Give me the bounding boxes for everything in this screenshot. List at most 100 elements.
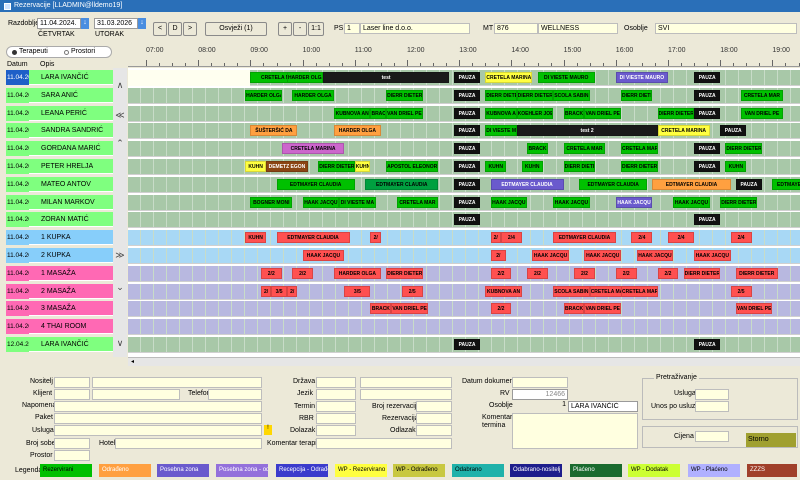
broj-sobe-input[interactable] xyxy=(54,438,90,449)
zoom-out-button[interactable]: - xyxy=(293,22,307,36)
resource-row-date[interactable]: 11.04.2024. xyxy=(6,212,29,228)
appointment-block[interactable]: PAUZA xyxy=(720,125,747,137)
scroll-down-icon[interactable]: ∨ xyxy=(116,338,124,348)
resource-row-name[interactable]: 2 KUPKA xyxy=(29,248,113,263)
drzava-name-input[interactable] xyxy=(360,377,452,388)
appointment-block[interactable]: DIERR DIETER xyxy=(657,107,695,119)
appointment-block[interactable]: CRETELA MARINA xyxy=(485,72,533,83)
appointment-block[interactable]: HARDER OLGA xyxy=(333,125,381,137)
nositelj-code-input[interactable] xyxy=(54,377,90,388)
appointment-block[interactable]: PAUZA xyxy=(453,72,481,83)
appointment-block[interactable]: KOEHLER JOE xyxy=(516,107,554,119)
appointment-block[interactable]: 2/4 xyxy=(500,232,522,244)
schedule-row[interactable] xyxy=(128,230,800,247)
ps-name-input[interactable]: Laser line d.o.o. xyxy=(360,23,470,34)
appointment-block[interactable]: HAAK JACQU xyxy=(584,250,621,261)
mt-name-input[interactable]: WELLNESS xyxy=(538,23,618,34)
prostori-radio[interactable] xyxy=(64,50,69,55)
appointment-block[interactable]: CRETELA MAR xyxy=(396,196,439,208)
appointment-block[interactable]: HAAK JACQU xyxy=(302,196,340,208)
appointment-block[interactable]: KUHN xyxy=(245,232,267,244)
appointment-block[interactable]: BOGNER MONI xyxy=(250,196,293,208)
osoblje-name-input[interactable]: LARA IVANČIĆ xyxy=(568,401,638,412)
resource-row-name[interactable]: SANDRA SANDRIĆ xyxy=(29,123,113,139)
resource-row-date[interactable]: 11.04.2024. xyxy=(6,283,29,299)
resource-row-name[interactable]: GORDANA MARIĆ xyxy=(29,141,113,157)
appointment-block[interactable]: EDTMAYER CLAUDIA xyxy=(365,178,439,190)
appointment-block[interactable]: VAN DRIEL PE xyxy=(741,107,783,119)
resource-row-name[interactable]: MILAN MARKOV xyxy=(29,194,113,210)
resource-row-date[interactable]: 11.04.2024. xyxy=(6,265,29,281)
appointment-block[interactable]: 2/ xyxy=(286,285,298,297)
appointment-block[interactable]: PAUZA xyxy=(735,178,762,190)
resource-row-date[interactable]: 11.04.2024. xyxy=(6,123,29,139)
appointment-block[interactable]: ŠUŠTERŠIĆ DA xyxy=(250,125,298,137)
komentar-terapije-input[interactable] xyxy=(316,438,452,449)
appointment-block[interactable]: HARDER OLGA xyxy=(245,89,282,101)
appointment-block[interactable]: DI VIESTE MAURO xyxy=(537,72,595,83)
appointment-block[interactable]: test 2 xyxy=(516,125,658,137)
appointment-block[interactable]: DIERR DIETER xyxy=(621,89,653,101)
schedule-row[interactable] xyxy=(128,301,800,318)
date-from-input[interactable]: 11.04.2024. xyxy=(37,18,81,29)
appointment-block[interactable]: PAUZA xyxy=(453,196,481,208)
resource-row-date[interactable]: 11.04.2024. xyxy=(6,87,29,103)
broj-rezervacije-input[interactable] xyxy=(416,401,452,412)
appointment-block[interactable]: DIERR DIETER xyxy=(621,161,658,172)
resource-row-date[interactable]: 11.04.2024. xyxy=(6,105,29,121)
terapeuti-radio[interactable] xyxy=(12,50,17,55)
resource-row-name[interactable]: SARA ANIĆ xyxy=(29,87,113,103)
appointment-block[interactable]: DIERR DIETER xyxy=(516,89,554,101)
appointment-block[interactable]: 2/5 xyxy=(730,285,752,297)
next-button[interactable]: > xyxy=(183,22,197,36)
klijent-name-input[interactable] xyxy=(92,389,180,400)
appointment-block[interactable]: 2/ xyxy=(260,285,272,297)
scroll-bottom-icon[interactable]: ⌄ xyxy=(116,282,124,292)
appointment-block[interactable]: 2/2 xyxy=(490,267,512,279)
resource-row-name[interactable]: LARA IVANČIĆ xyxy=(29,337,113,352)
schedule-grid[interactable]: CRETELA MAR HARDER OLGA test PAUZA CRETELA M… xyxy=(128,68,800,357)
day-button[interactable]: D xyxy=(168,22,182,36)
appointment-block[interactable]: EDTMAYER CLAUDIA xyxy=(652,178,731,190)
appointment-block[interactable]: DIERR DIETER xyxy=(386,89,423,101)
scroll-up-icon[interactable]: ∧ xyxy=(116,80,124,90)
resource-row-name[interactable]: 2 MASAŽA xyxy=(29,283,113,299)
appointment-block[interactable]: DIERR DIETER xyxy=(563,161,595,172)
appointment-block[interactable]: 2/2 xyxy=(490,303,512,315)
appointment-block[interactable]: KUBNOVA AN xyxy=(333,107,371,119)
appointment-block[interactable]: DI VIESTE MAURO xyxy=(615,72,668,83)
prostor-input[interactable] xyxy=(54,450,90,461)
unos-po-usluzi-input[interactable] xyxy=(695,401,729,412)
appointment-block[interactable]: 2/5 xyxy=(401,285,423,297)
resource-row-date[interactable]: 11.04.2024. xyxy=(6,70,29,85)
date-to-picker-button[interactable]: ↓ xyxy=(138,18,146,29)
appointment-block[interactable]: EDTMAYER CLAUDIA xyxy=(276,178,355,190)
appointment-block[interactable]: KUHN xyxy=(354,161,371,172)
appointment-block[interactable]: PAUZA xyxy=(453,143,481,155)
datum-dokumenta-input[interactable] xyxy=(512,377,568,388)
appointment-block[interactable]: VAN DRIEL PE xyxy=(584,107,621,119)
schedule-row[interactable] xyxy=(128,248,800,264)
date-to-input[interactable]: 31.03.2026 xyxy=(94,18,138,29)
scroll-top-icon[interactable]: ⌃ xyxy=(116,138,124,148)
resource-row-date[interactable]: 11.04.2024. xyxy=(6,319,29,335)
appointment-block[interactable]: PAUZA xyxy=(694,107,721,119)
jezik-code-input[interactable] xyxy=(316,389,356,400)
appointment-block[interactable]: 3/5 xyxy=(271,285,287,297)
appointment-block[interactable]: PAUZA xyxy=(694,72,721,83)
appointment-block[interactable]: KUHN xyxy=(245,161,267,172)
appointment-block[interactable]: DIERR DIETER xyxy=(318,161,355,172)
appointment-block[interactable]: PAUZA xyxy=(453,178,481,190)
appointment-block[interactable]: HAAK JACQU xyxy=(532,250,569,261)
rbr-input[interactable] xyxy=(316,413,356,424)
appointment-block[interactable]: VAN DRIEL PE xyxy=(386,107,423,119)
zoom-in-button[interactable]: + xyxy=(278,22,292,36)
appointment-block[interactable]: VAN DRIEL PE xyxy=(735,303,773,315)
storno-badge[interactable]: Storno xyxy=(746,433,796,447)
appointment-block[interactable]: DI VIESTE MA xyxy=(485,125,517,137)
appointment-block[interactable]: PAUZA xyxy=(694,161,721,172)
zoom-reset-button[interactable]: 1:1 xyxy=(308,22,324,36)
appointment-block[interactable]: DIERR DIETER xyxy=(725,143,762,155)
appointment-block[interactable]: HAAK JACQU xyxy=(553,196,590,208)
scroll-page-down-icon[interactable]: ≫ xyxy=(115,250,125,260)
